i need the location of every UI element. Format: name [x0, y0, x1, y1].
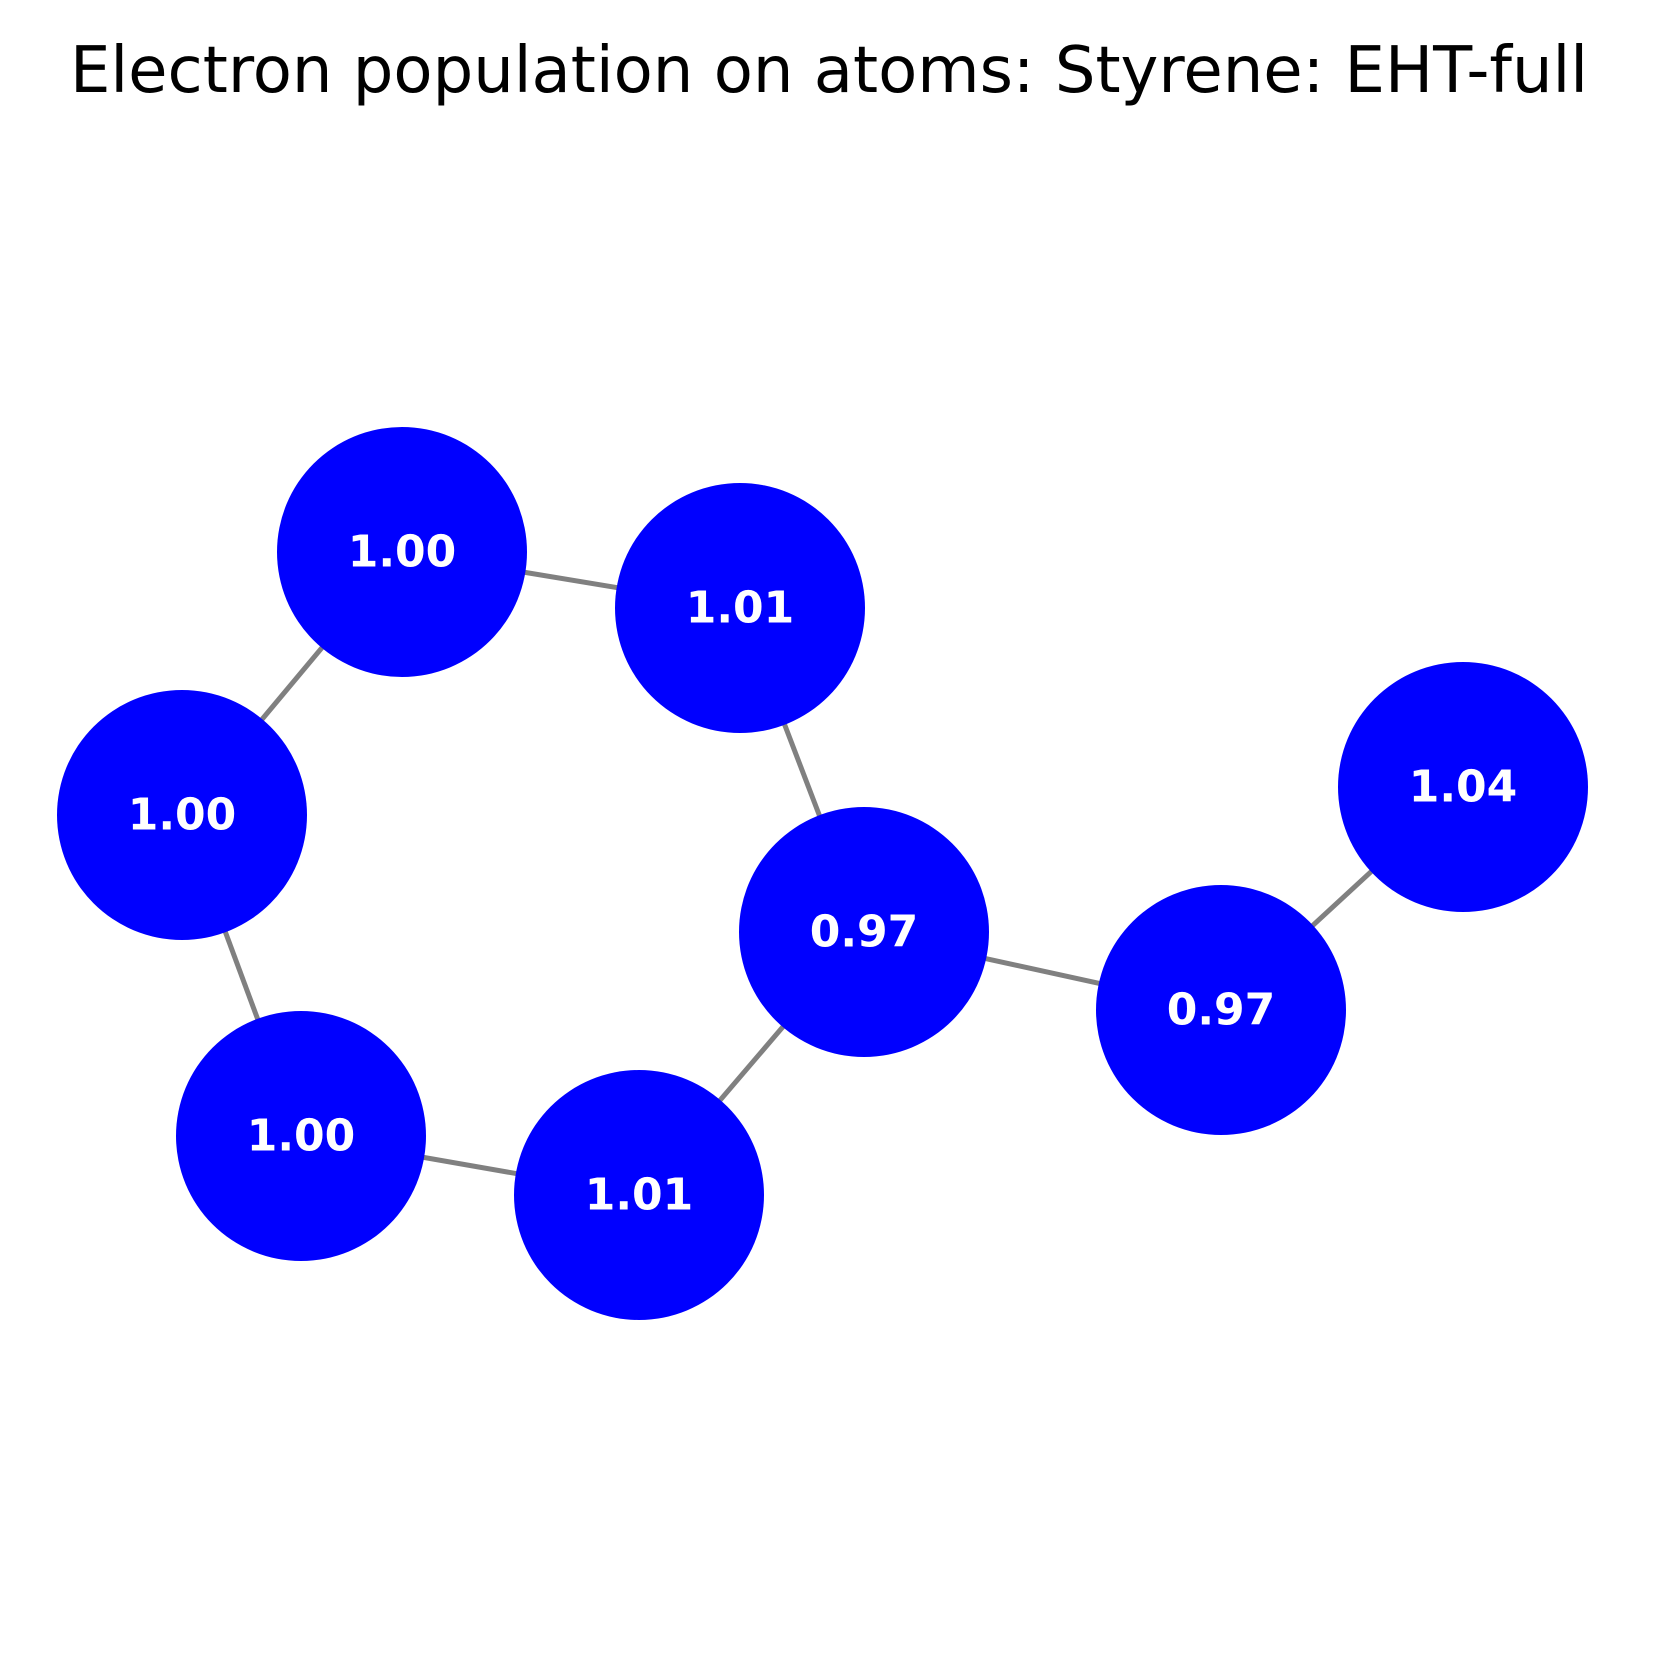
atom-circle — [57, 690, 307, 940]
atom-circle — [739, 807, 989, 1057]
atom-population-label: 1.01 — [585, 1170, 694, 1221]
atom-circle — [176, 1011, 426, 1261]
atom-circle — [615, 483, 865, 733]
graph-title: Electron population on atoms: Styrene: E… — [70, 34, 1588, 108]
atom-node-a1: 1.00 — [277, 427, 527, 677]
atom-population-label: 1.04 — [1409, 762, 1518, 813]
atom-circle — [277, 427, 527, 677]
atom-population-label: 0.97 — [810, 907, 919, 958]
atom-circle — [514, 1070, 764, 1320]
atom-node-a6: 0.97 — [1096, 885, 1346, 1135]
atom-population-label: 1.00 — [128, 790, 237, 841]
atoms-layer: 1.00 1.01 1.00 0.97 1.04 0.97 1.00 1.01 — [57, 427, 1588, 1320]
atom-node-a8: 1.01 — [514, 1070, 764, 1320]
atom-node-a5: 1.04 — [1338, 662, 1588, 912]
atom-node-a3: 1.00 — [57, 690, 307, 940]
atom-circle — [1096, 885, 1346, 1135]
atom-node-a4: 0.97 — [739, 807, 989, 1057]
atom-population-label: 1.01 — [686, 583, 795, 634]
atom-circle — [1338, 662, 1588, 912]
atom-node-a2: 1.01 — [615, 483, 865, 733]
atom-population-label: 0.97 — [1167, 985, 1276, 1036]
atom-node-a7: 1.00 — [176, 1011, 426, 1261]
atom-population-label: 1.00 — [247, 1111, 356, 1162]
atom-population-label: 1.00 — [348, 527, 457, 578]
